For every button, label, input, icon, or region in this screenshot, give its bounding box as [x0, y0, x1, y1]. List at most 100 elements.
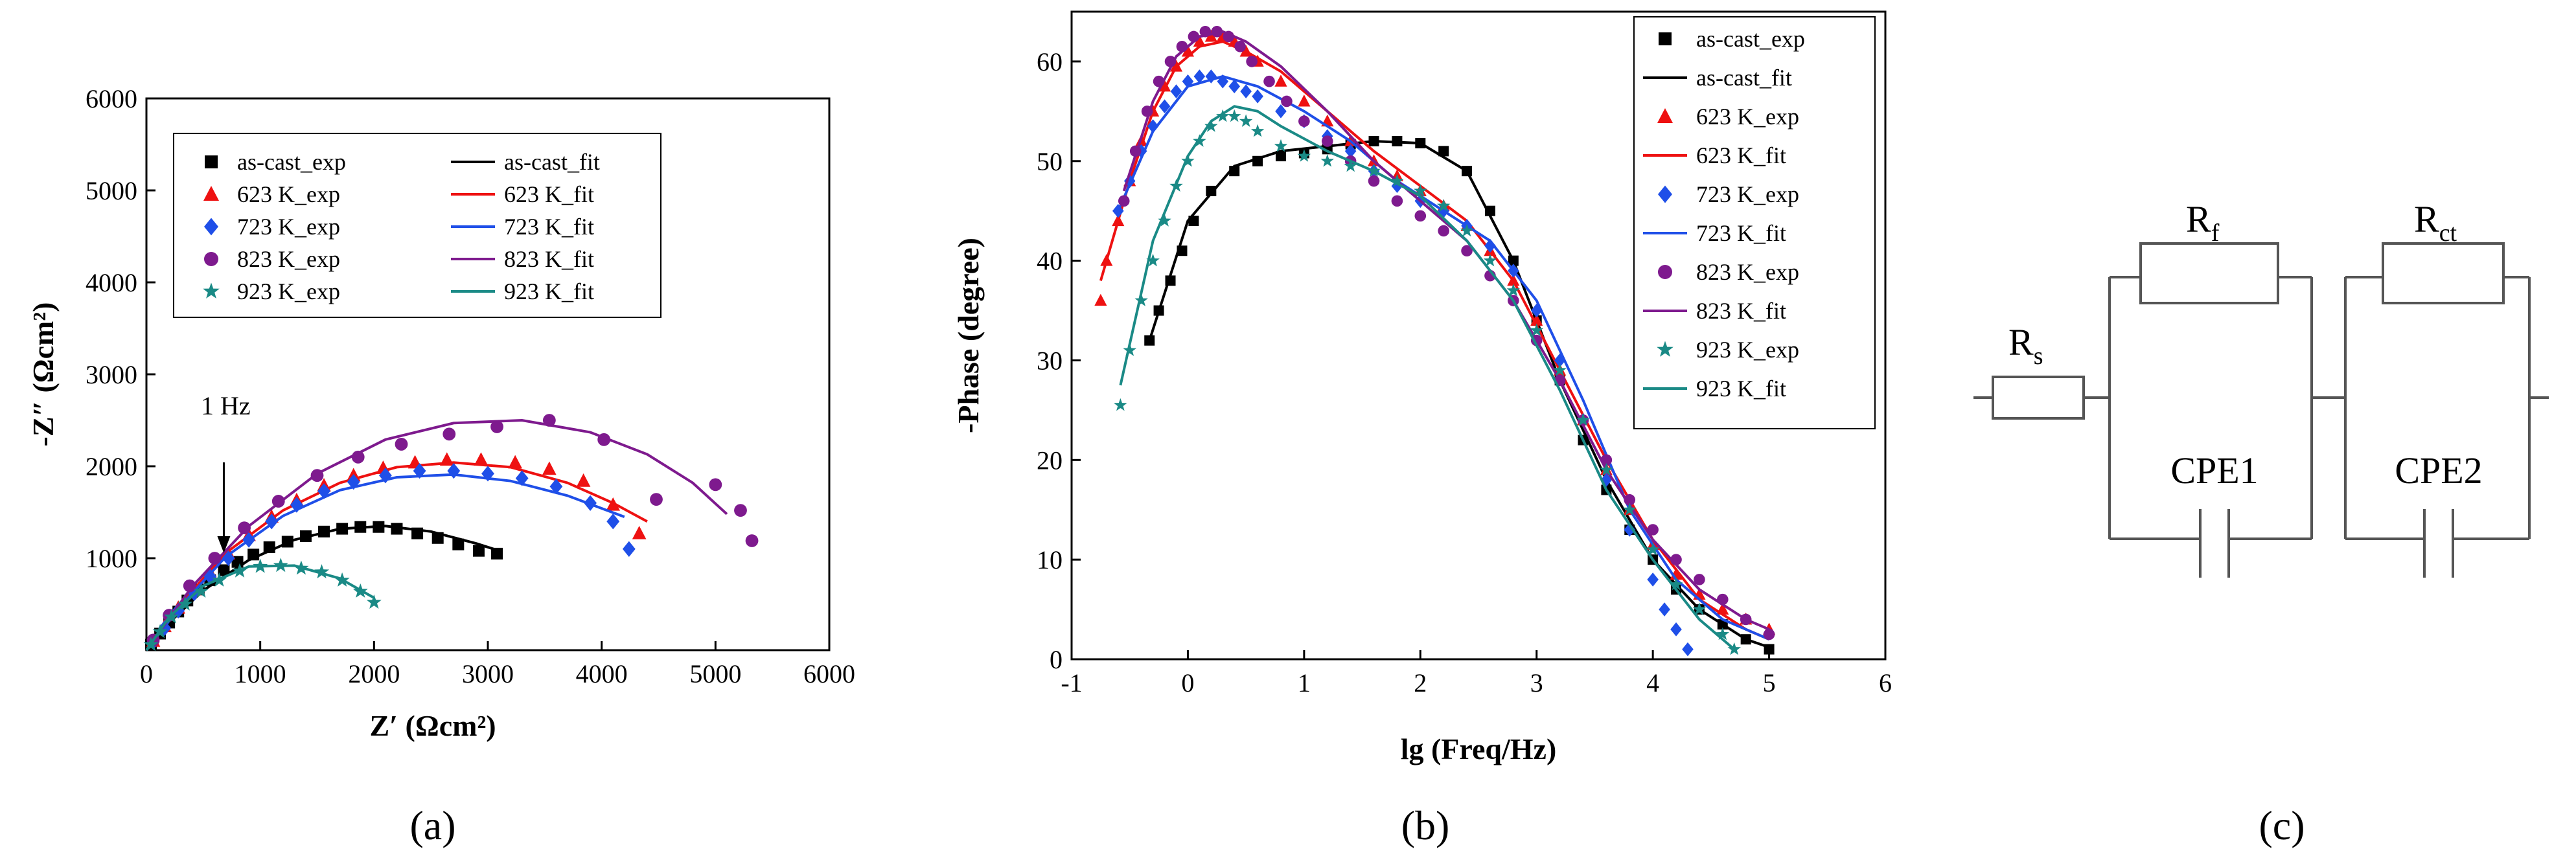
bode-point-923-k-exp	[1297, 149, 1311, 162]
nyquist-line-923-k-fit	[145, 564, 375, 651]
bode-y-tick-label: 30	[1037, 346, 1063, 375]
bode-point-623-k-exp	[1094, 293, 1107, 306]
bode-point-923-k-exp	[1646, 543, 1660, 556]
nyquist-1hz-arrow	[217, 462, 231, 553]
bode-point-723-k-exp	[1275, 104, 1287, 119]
nyquist-point-823-k-exp	[238, 521, 251, 535]
bode-point-923-k-exp	[1506, 284, 1521, 297]
bode-point-923-k-exp	[1216, 109, 1230, 122]
bode-x-tick-label: -1	[1061, 668, 1082, 697]
bode-point-723-k-exp	[1484, 238, 1496, 253]
bode-point-923-k-exp	[1134, 293, 1148, 306]
bode-point-723-k-exp	[1624, 523, 1636, 537]
nyquist-point-823-k-exp	[490, 420, 503, 433]
bode-point-923-k-exp	[1181, 154, 1195, 167]
nyquist-x-axis-label: Z′ (Ωcm²)	[369, 709, 496, 742]
bode-point-923-k-exp	[1146, 253, 1160, 267]
nyquist-point-923-k-exp	[314, 564, 330, 579]
bode-point-923-k-exp	[1320, 154, 1334, 167]
bode-point-as-cast-exp	[1275, 151, 1286, 162]
bode-point-723-k-exp	[1158, 99, 1171, 113]
bode-x-tick-label: 5	[1763, 668, 1776, 697]
bode-point-923-k-exp	[1483, 253, 1497, 267]
bode-series	[1094, 25, 1776, 657]
bode-point-923-k-exp	[1204, 119, 1218, 132]
bode-x-tick-label: 4	[1646, 668, 1659, 697]
bode-x-axis-label: lg (Freq/Hz)	[1401, 732, 1557, 765]
bode-point-923-k-exp	[1436, 199, 1451, 212]
bode-point-923-k-exp	[1669, 577, 1683, 591]
bode-x-tick-label: 2	[1414, 668, 1427, 697]
bode-legend-label-723-k-fit: 723 K_fit	[1696, 220, 1786, 246]
label-cpe2: CPE2	[2395, 449, 2482, 492]
nyquist-y-axis-label: -Z″ (Ωcm²)	[27, 302, 60, 447]
bode-point-923-k-exp	[1344, 159, 1357, 172]
bode-point-823-k-exp	[1763, 628, 1775, 640]
bode-point-623-k-exp	[1298, 95, 1311, 107]
nyquist-point-823-k-exp	[745, 534, 759, 547]
bode-point-723-k-exp	[1193, 69, 1206, 84]
resistor-rct	[2382, 242, 2505, 304]
bode-point-823-k-exp	[1246, 56, 1258, 67]
panel-label-c: (c)	[2259, 802, 2305, 848]
bode-legend-marker-823-k-exp	[1658, 265, 1672, 279]
label-cpe1: CPE1	[2170, 449, 2258, 492]
nyquist-legend: as-cast_exp as-cast_fit 623 K_exp 623 K_fit…	[203, 149, 600, 304]
label-rs: Rs	[2008, 321, 2043, 370]
nyquist-x-tick-label: 1000	[235, 659, 286, 688]
bode-point-823-k-exp	[1234, 41, 1246, 52]
nyquist-legend-label-as-cast-fit: as-cast_fit	[504, 149, 600, 175]
bode-legend-label-823-k-fit: 823 K_fit	[1696, 298, 1786, 324]
bode-point-823-k-exp	[1368, 175, 1380, 187]
nyquist-point-923-k-exp	[193, 583, 209, 598]
nyquist-x-tick-label: 4000	[576, 659, 628, 688]
bode-point-923-k-exp	[1553, 363, 1567, 376]
bode-point-723-k-exp	[1344, 144, 1357, 159]
nyquist-legend-label-as-cast-exp: as-cast_exp	[237, 149, 346, 175]
bode-point-923-k-exp	[1250, 124, 1265, 137]
nyquist-point-as-cast-exp	[218, 564, 230, 576]
bode-point-723-k-exp	[1647, 572, 1659, 587]
nyquist-point-823-k-exp	[650, 493, 663, 506]
nyquist-point-823-k-exp	[208, 552, 222, 565]
bode-point-623-k-exp	[1193, 34, 1206, 47]
bode-point-923-k-exp	[1716, 627, 1730, 640]
bode-point-923-k-exp	[1576, 413, 1590, 426]
nyquist-y-tick-label: 5000	[86, 176, 137, 205]
bode-x-tick-label: 1	[1298, 668, 1311, 697]
nyquist-x-tick-label: 2000	[348, 659, 400, 688]
bode-point-823-k-exp	[1391, 195, 1403, 207]
nyquist-chart: 0 1000 2000 3000 4000 5000 6000 1000 2000 3000 400…	[27, 84, 855, 848]
bode-point-723-k-exp	[1670, 622, 1682, 637]
bode-point-723-k-exp	[1252, 89, 1263, 104]
nyquist-legend-marker-623-k-exp	[203, 186, 219, 201]
nyquist-point-823-k-exp	[395, 438, 408, 451]
nyquist-y-tick-label: 2000	[86, 452, 137, 481]
panel-label-a: (a)	[409, 802, 455, 848]
bode-point-823-k-exp	[1461, 245, 1473, 257]
bode-y-tick-label: 20	[1037, 446, 1063, 475]
nyquist-legend-marker-823-k-exp	[204, 252, 218, 266]
nyquist-point-as-cast-exp	[452, 538, 465, 550]
nyquist-point-723-k-exp	[549, 479, 563, 495]
bode-point-923-k-exp	[1414, 184, 1427, 197]
bode-plot-frame	[1070, 10, 1887, 661]
bode-point-823-k-exp	[1647, 524, 1659, 536]
resistor-rs	[1992, 376, 2085, 420]
nyquist-1hz-annotation: 1 Hz	[201, 391, 251, 420]
bode-line-923-k-fit	[1119, 105, 1736, 651]
bode-point-923-k-exp	[1460, 223, 1474, 237]
nyquist-line-823-k-fit	[145, 418, 728, 651]
bode-point-723-k-exp	[1240, 84, 1252, 98]
nyquist-legend-label-823-k-fit: 823 K_fit	[504, 246, 594, 272]
bode-legend: as-cast_exp as-cast_fit 623 K_exp 623 K_fit…	[1643, 26, 1805, 402]
bode-legend-label-as-cast-fit: as-cast_fit	[1696, 65, 1792, 91]
nyquist-line-723-k-fit	[145, 473, 625, 651]
nyquist-x-tick-label: 6000	[803, 659, 855, 688]
bode-legend-box	[1633, 16, 1876, 429]
bode-point-723-k-exp	[1554, 353, 1566, 368]
bode-point-823-k-exp	[1414, 210, 1427, 222]
